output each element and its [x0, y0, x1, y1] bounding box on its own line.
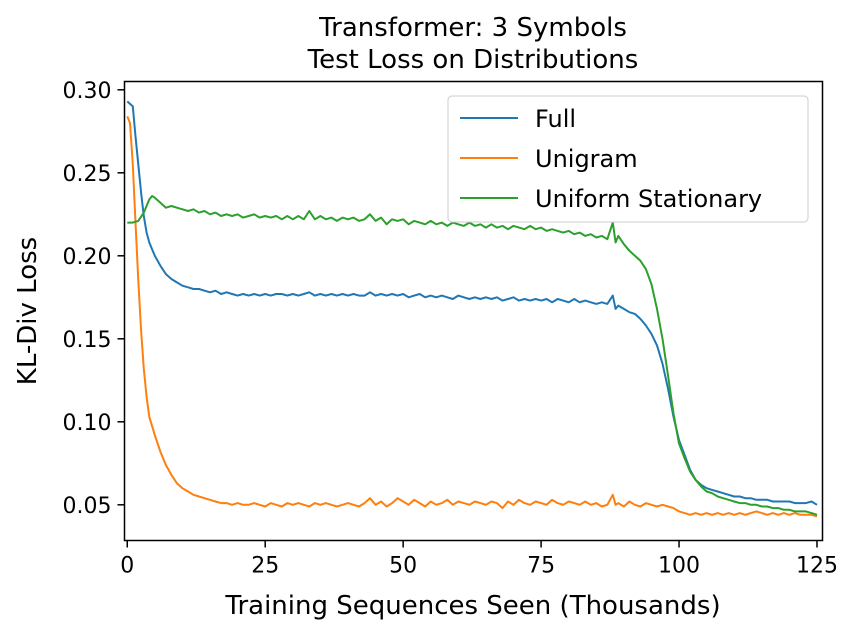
- series-line-uniform-stationary: [127, 195, 818, 516]
- x-axis: 0 25 50 75 100 125: [120, 540, 838, 579]
- y-axis: 0.05 0.10 0.15 0.20 0.25 0.30: [63, 79, 125, 519]
- y-tick-label: 0.20: [63, 245, 112, 270]
- legend-label-uniform-stationary: Uniform Stationary: [535, 185, 762, 213]
- x-tick-label: 25: [251, 554, 279, 579]
- y-tick-label: 0.10: [63, 411, 112, 436]
- legend-box: [447, 95, 809, 223]
- y-tick-label: 0.15: [63, 328, 112, 353]
- y-tick-label: 0.25: [63, 162, 112, 187]
- x-tick-label: 100: [658, 554, 700, 579]
- legend-label-unigram: Unigram: [535, 145, 638, 173]
- series-line-unigram: [126, 116, 818, 518]
- legend: Full Unigram Uniform Stationary: [447, 95, 809, 223]
- plot-lines: [126, 100, 818, 518]
- y-axis-label: KL-Div Loss: [13, 237, 43, 385]
- y-tick-label: 0.05: [63, 494, 112, 519]
- x-tick-label: 0: [120, 554, 134, 579]
- x-axis-label: Training Sequences Seen (Thousands): [224, 591, 720, 621]
- legend-label-full: Full: [535, 105, 576, 133]
- x-tick-label: 75: [527, 554, 555, 579]
- y-tick-label: 0.30: [63, 79, 112, 104]
- chart-title: Transformer: 3 Symbols: [318, 13, 627, 43]
- chart-subtitle: Test Loss on Distributions: [307, 45, 639, 75]
- plot-frame: [123, 80, 824, 542]
- x-tick-label: 50: [389, 554, 417, 579]
- x-tick-label: 125: [796, 554, 838, 579]
